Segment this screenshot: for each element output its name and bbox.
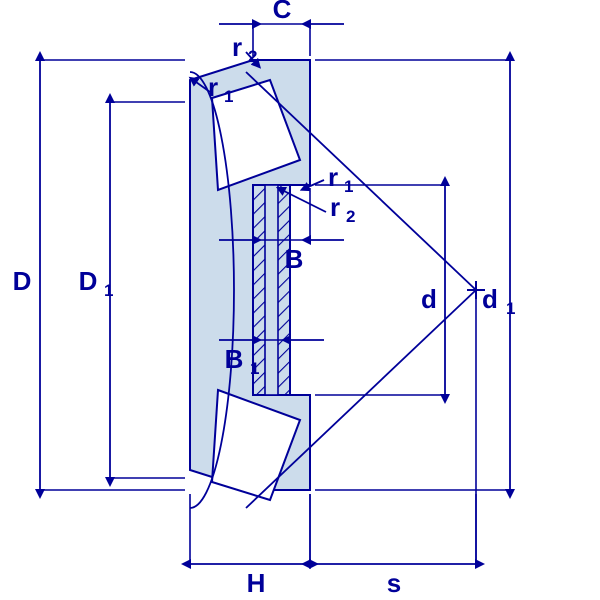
svg-text:H: H — [247, 568, 266, 598]
svg-text:B: B — [285, 244, 304, 274]
svg-text:1: 1 — [104, 281, 113, 300]
svg-text:r: r — [328, 162, 338, 192]
label-D1: D1 — [79, 266, 114, 300]
sleeve-gap — [265, 185, 278, 395]
label-H: H — [247, 568, 266, 598]
label-r1-in: r1 — [328, 162, 353, 196]
label-d: d — [421, 284, 437, 314]
svg-text:D: D — [79, 266, 98, 296]
svg-text:r: r — [330, 192, 340, 222]
label-C: C — [273, 0, 292, 24]
label-r2-in: r2 — [330, 192, 355, 226]
svg-text:d: d — [421, 284, 437, 314]
svg-text:D: D — [13, 266, 32, 296]
svg-text:s: s — [387, 568, 401, 598]
svg-text:1: 1 — [250, 359, 259, 378]
label-s: s — [387, 568, 401, 598]
svg-text:C: C — [273, 0, 292, 24]
svg-text:1: 1 — [506, 299, 515, 318]
svg-text:r: r — [232, 32, 242, 62]
svg-text:1: 1 — [344, 177, 353, 196]
label-D: D — [13, 266, 32, 296]
svg-text:2: 2 — [248, 47, 257, 66]
svg-text:d: d — [482, 284, 498, 314]
label-B: B — [285, 244, 304, 274]
svg-text:2: 2 — [346, 207, 355, 226]
svg-text:B: B — [225, 344, 244, 374]
svg-text:1: 1 — [224, 87, 233, 106]
svg-text:r: r — [208, 72, 218, 102]
